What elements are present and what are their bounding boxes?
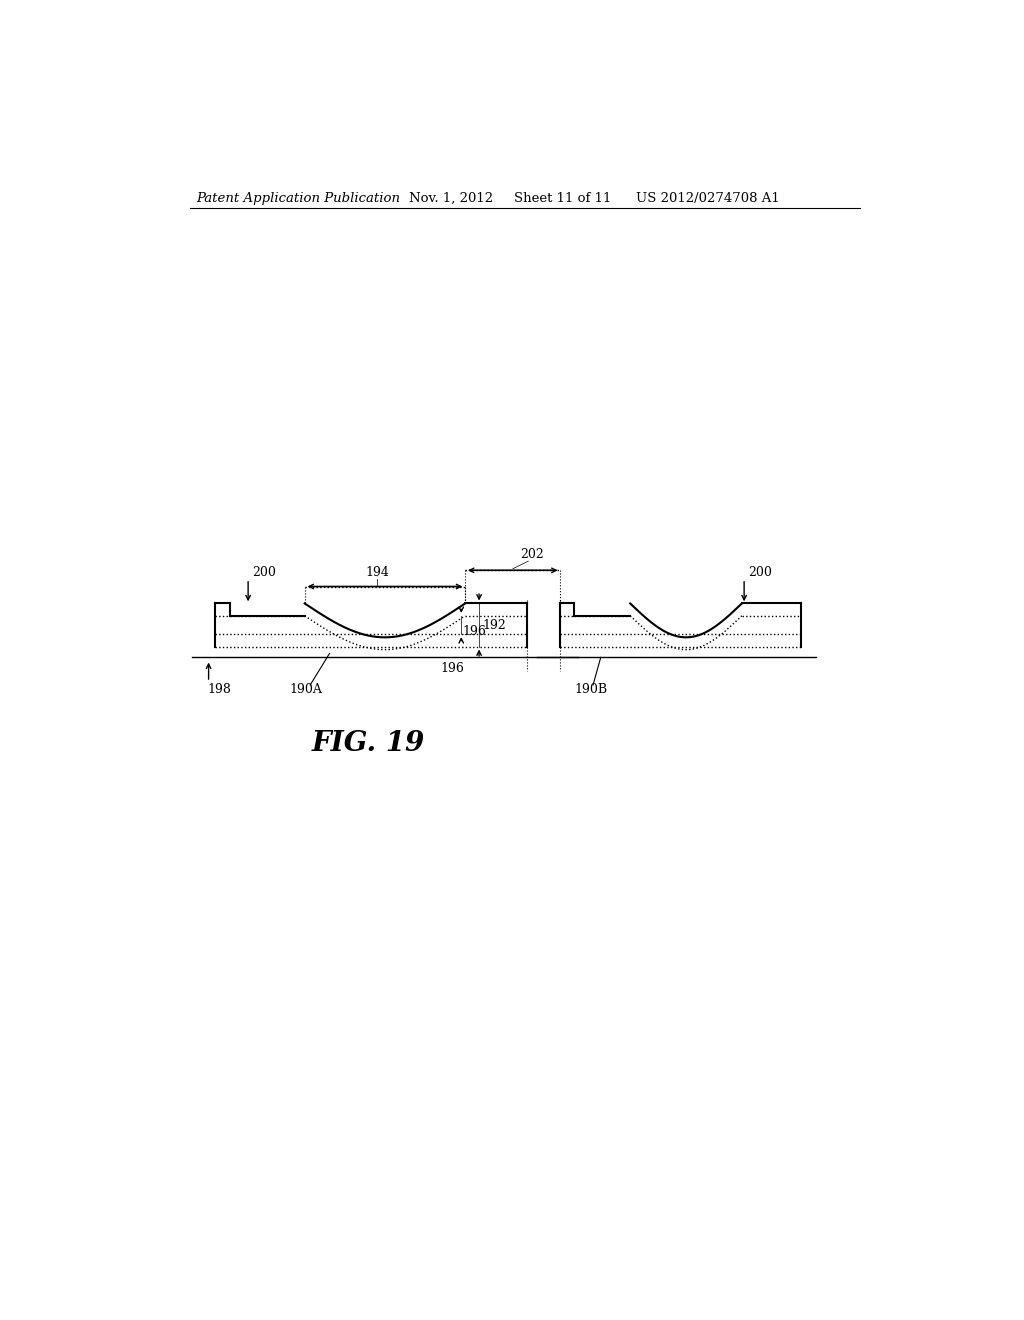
Text: 202: 202 xyxy=(520,548,544,561)
Text: 192: 192 xyxy=(482,619,506,631)
Text: 196: 196 xyxy=(463,624,486,638)
Text: Nov. 1, 2012: Nov. 1, 2012 xyxy=(409,191,493,205)
Text: 200: 200 xyxy=(748,566,772,579)
Text: Patent Application Publication: Patent Application Publication xyxy=(197,191,400,205)
Text: 190A: 190A xyxy=(290,684,323,696)
Text: 190B: 190B xyxy=(574,684,608,696)
Text: 194: 194 xyxy=(366,566,389,579)
Text: FIG. 19: FIG. 19 xyxy=(311,730,425,758)
Text: US 2012/0274708 A1: US 2012/0274708 A1 xyxy=(636,191,779,205)
Text: Sheet 11 of 11: Sheet 11 of 11 xyxy=(514,191,611,205)
Text: 198: 198 xyxy=(207,684,231,696)
Text: 196: 196 xyxy=(440,663,464,676)
Text: 200: 200 xyxy=(252,566,275,579)
